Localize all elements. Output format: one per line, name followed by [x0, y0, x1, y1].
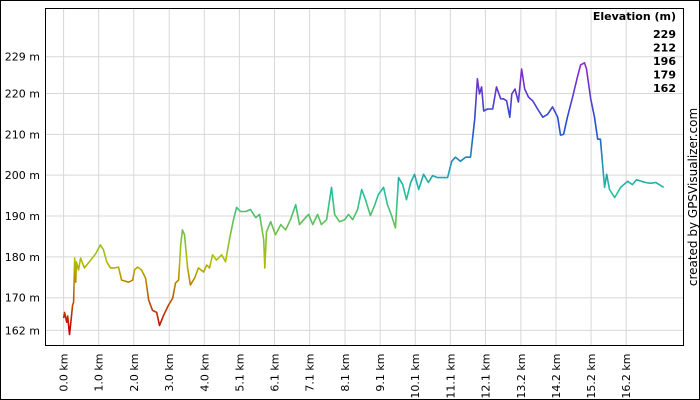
legend-entry: 212 [653, 42, 676, 55]
y-tick-label: 210 m [5, 128, 40, 141]
x-tick-label: 10.1 km [409, 354, 422, 399]
x-tick-label: 5.1 km [233, 354, 246, 392]
x-tick-label: 11.1 km [444, 354, 457, 399]
x-tick-label: 9.1 km [374, 354, 387, 392]
credit: created by GPSVisualizer.com [686, 108, 700, 286]
y-tick-label: 170 m [5, 292, 40, 305]
x-tick-label: 15.2 km [585, 354, 598, 399]
y-tick-label: 190 m [5, 210, 40, 223]
y-tick-label: 220 m [5, 87, 40, 100]
x-tick-label: 0.0 km [58, 354, 71, 392]
plot-frame [45, 8, 684, 346]
y-tick-label: 200 m [5, 169, 40, 182]
x-tick-label: 2.0 km [128, 354, 141, 392]
y-tick-label: 162 m [5, 324, 40, 337]
y-tick-label: 229 m [5, 51, 40, 64]
x-tick-label: 16.2 km [620, 354, 633, 399]
legend-entry: 162 [653, 82, 676, 95]
y-tick-label: 180 m [5, 251, 40, 264]
x-tick-label: 1.0 km [93, 354, 106, 392]
elevation-line [62, 62, 665, 336]
x-tick-label: 14.2 km [550, 354, 563, 399]
x-tick-label: 13.2 km [515, 354, 528, 399]
legend-title: Elevation (m) [593, 10, 676, 23]
x-tick-label: 6.1 km [268, 354, 281, 392]
x-tick-label: 7.1 km [304, 354, 317, 392]
x-tick-label: 8.1 km [339, 354, 352, 392]
x-tick-label: 4.0 km [198, 354, 211, 392]
legend-entry: 229 [653, 28, 676, 41]
legend-entry: 179 [653, 69, 676, 82]
x-tick-label: 12.1 km [479, 354, 492, 399]
x-tick-label: 3.0 km [163, 354, 176, 392]
legend-entry: 196 [653, 55, 676, 68]
